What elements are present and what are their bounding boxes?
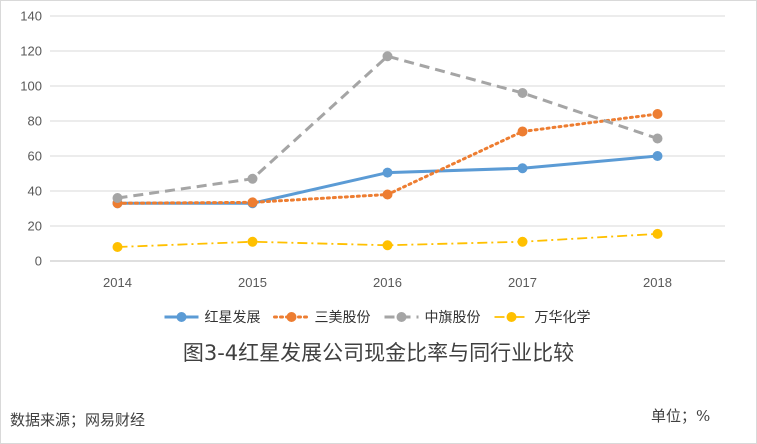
series-point [652, 109, 663, 119]
x-tick-label: 2015 [238, 275, 267, 290]
x-tick-label: 2014 [103, 275, 132, 290]
y-tick-label: 20 [28, 219, 42, 234]
series-point [112, 193, 123, 203]
y-tick-label: 40 [28, 184, 42, 199]
y-tick-label: 140 [20, 9, 42, 24]
x-tick-label: 2017 [508, 275, 537, 290]
x-tick-label: 2016 [373, 275, 402, 290]
series-point [652, 133, 663, 144]
series-point [247, 236, 258, 247]
legend-swatch-marker [506, 312, 517, 322]
series-point [112, 242, 123, 252]
legend-swatch-marker [396, 312, 407, 322]
y-tick-label: 100 [20, 79, 42, 94]
series-point [382, 189, 393, 200]
series-point [517, 126, 528, 137]
chart-title: 图3-4红星发展公司现金比率与同行业比较 [182, 341, 575, 365]
x-tick-label: 2018 [643, 275, 672, 290]
y-tick-label: 0 [35, 254, 42, 269]
legend-swatch-marker [176, 312, 187, 322]
series-point [652, 228, 663, 239]
series-point [517, 236, 528, 247]
y-tick-label: 60 [28, 149, 42, 164]
series-point [382, 51, 393, 62]
y-tick-label: 120 [20, 44, 42, 59]
series-point [247, 197, 258, 208]
legend-label: 红星发展 [205, 310, 261, 326]
unit-note: 单位；% [651, 407, 711, 425]
y-tick-label: 80 [28, 114, 42, 129]
source-note: 数据来源；网易财经 [10, 411, 146, 429]
legend-label: 三美股份 [315, 310, 371, 326]
series-point [652, 151, 663, 161]
series-point [247, 173, 258, 184]
legend-label: 万华化学 [535, 310, 591, 326]
legend-swatch-marker [286, 312, 297, 322]
series-point [517, 163, 528, 174]
series-point [382, 240, 393, 251]
series-point [382, 167, 393, 178]
series-point [517, 88, 528, 98]
legend-label: 中旗股份 [425, 310, 481, 326]
